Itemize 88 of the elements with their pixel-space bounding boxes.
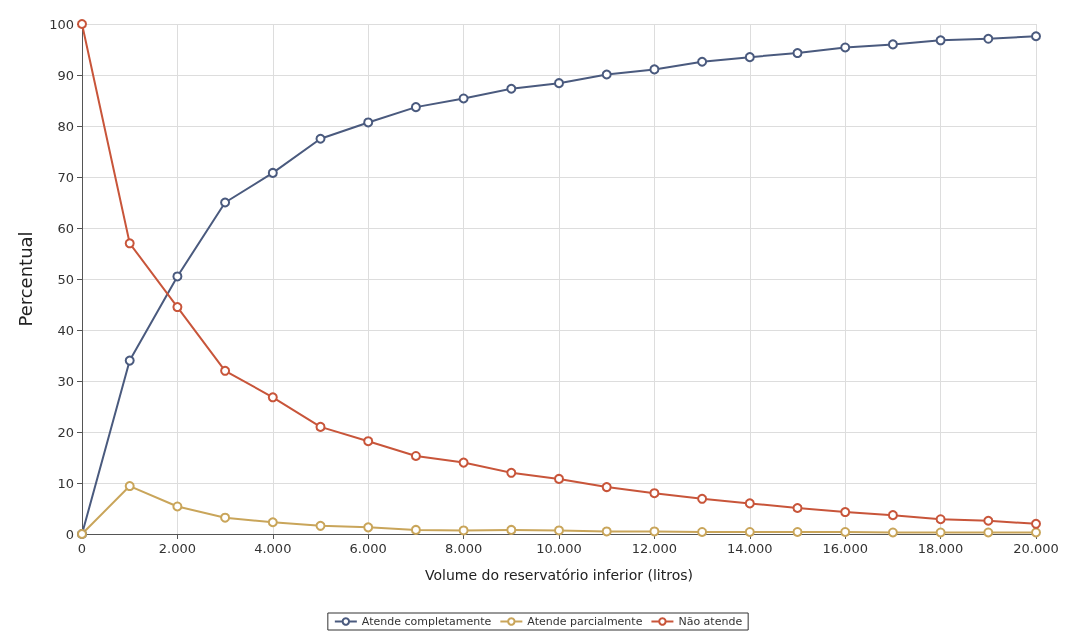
point (935, 35, 946, 46)
x-tick-label: 16.000 (822, 541, 868, 556)
point (124, 238, 135, 249)
x-axis-title: Volume do reservatório inferior (litros) (425, 567, 693, 583)
x-tick-label: 8.000 (444, 541, 483, 556)
point (220, 365, 231, 376)
point (124, 481, 135, 492)
x-tick-label: 20.000 (1013, 541, 1059, 556)
point (506, 467, 517, 478)
point (601, 482, 612, 493)
x-tick-label: 0 (77, 541, 87, 556)
y-tick-label: 20 (57, 424, 74, 440)
legend-label: Atende parcialmente (527, 615, 643, 628)
point (649, 64, 660, 75)
point (554, 78, 564, 89)
point (267, 167, 278, 178)
point (363, 117, 374, 128)
point (506, 83, 517, 94)
y-tick-label: 10 (57, 475, 74, 491)
point (172, 271, 183, 282)
point (315, 520, 326, 531)
point (935, 514, 946, 525)
point (363, 522, 374, 533)
point (697, 493, 708, 504)
y-tick-label: 100 (49, 16, 74, 32)
y-tick-label: 70 (57, 169, 74, 185)
point (458, 525, 469, 536)
point (1031, 31, 1041, 42)
y-tick-label: 40 (57, 322, 74, 338)
point (840, 507, 851, 518)
point (840, 42, 851, 53)
y-axis-title: Percentual (14, 231, 36, 327)
point (410, 450, 421, 461)
point (220, 197, 231, 208)
x-tick-label: 18.000 (917, 541, 964, 556)
point (172, 302, 183, 313)
point (315, 133, 326, 144)
x-tick-label: 12.000 (631, 541, 678, 556)
y-tick-label: 50 (57, 271, 74, 287)
point (363, 436, 374, 447)
point (1031, 527, 1041, 538)
y-tick-label: 80 (57, 118, 74, 134)
point (554, 473, 564, 484)
point (935, 527, 946, 538)
point (220, 512, 231, 523)
point (792, 48, 803, 59)
point (983, 527, 994, 538)
point (649, 488, 660, 499)
point (506, 524, 517, 535)
point (792, 526, 803, 537)
point (697, 526, 708, 537)
point (649, 526, 660, 537)
y-tick-label: 90 (57, 67, 74, 83)
point (458, 93, 469, 104)
point (744, 526, 755, 537)
point (792, 502, 803, 513)
y-tick-label: 30 (57, 373, 74, 389)
point (1031, 518, 1041, 529)
point (887, 527, 898, 538)
point (77, 19, 87, 29)
point (744, 498, 755, 509)
x-tick-label: 4.000 (254, 541, 292, 556)
point (315, 421, 326, 432)
point (840, 526, 851, 537)
point (601, 69, 612, 80)
point (887, 39, 898, 50)
point (983, 33, 994, 44)
x-tick-label: 14.000 (727, 541, 773, 556)
point (697, 56, 708, 67)
point (267, 392, 278, 403)
point (410, 102, 421, 113)
x-tick-label: 10.000 (536, 541, 582, 556)
point (887, 510, 898, 521)
point (744, 52, 755, 63)
x-tick-label: 2.000 (158, 541, 197, 556)
point (601, 526, 612, 537)
x-tick-label: 6.000 (349, 541, 387, 556)
y-tick-label: 60 (57, 220, 74, 236)
point (983, 515, 994, 526)
legend-label: Atende completamente (361, 615, 492, 628)
point (124, 355, 135, 366)
point (410, 524, 421, 535)
y-tick-label: 0 (65, 526, 74, 542)
point (267, 517, 278, 528)
point (554, 525, 564, 536)
legend-label: Não atende (678, 615, 743, 628)
point (172, 501, 183, 512)
point (458, 457, 469, 468)
